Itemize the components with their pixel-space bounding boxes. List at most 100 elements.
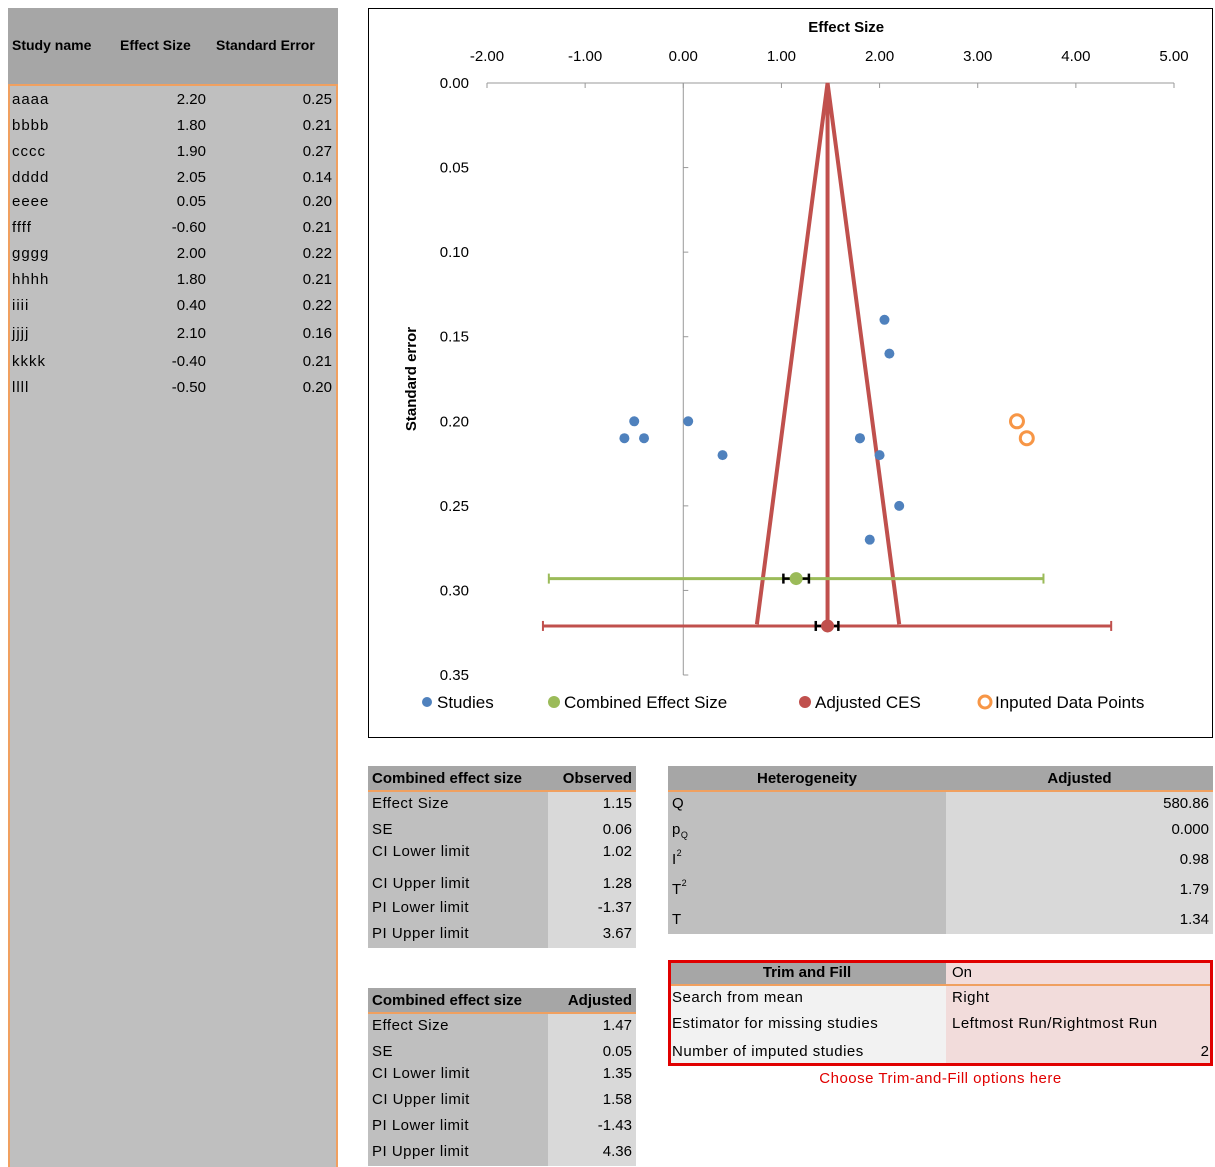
- column-header-effect-size[interactable]: Effect Size: [120, 37, 191, 53]
- legend-combined-effect-size-label: Combined Effect Size: [564, 693, 727, 712]
- adjusted-ces-point[interactable]: [821, 619, 835, 633]
- study-point[interactable]: [619, 433, 630, 444]
- study-effect-size[interactable]: 2.20: [176, 91, 206, 108]
- study-effect-size[interactable]: -0.60: [171, 219, 206, 236]
- table-row-label: CI Upper limit: [368, 1088, 548, 1114]
- study-name[interactable]: iiii: [12, 297, 30, 314]
- column-header-study-name[interactable]: Study name: [12, 37, 92, 53]
- imputed-point[interactable]: [1018, 430, 1035, 447]
- study-name[interactable]: kkkk: [12, 353, 46, 370]
- study-point[interactable]: [629, 416, 640, 427]
- y-tick-label: 0.00: [440, 75, 469, 92]
- study-point[interactable]: [879, 314, 890, 325]
- study-row[interactable]: kkkk -0.40 0.21: [10, 350, 336, 372]
- trim-and-fill-note: Choose Trim-and-Fill options here: [819, 1070, 1062, 1087]
- table-row-value[interactable]: Leftmost Run/Rightmost Run: [946, 1012, 1213, 1040]
- legend-combined-effect-size-marker: [548, 696, 560, 708]
- table-row-value[interactable]: Right: [946, 986, 1213, 1012]
- row-value-text: -1.43: [597, 1117, 632, 1134]
- table-row-value[interactable]: 2: [946, 1040, 1213, 1066]
- study-name[interactable]: dddd: [12, 169, 50, 186]
- study-standard-error[interactable]: 0.16: [302, 325, 332, 342]
- table-row-label: PI Upper limit: [368, 922, 548, 948]
- study-name[interactable]: bbbb: [12, 117, 50, 134]
- study-row[interactable]: iiii 0.40 0.22: [10, 294, 336, 316]
- study-standard-error[interactable]: 0.14: [302, 169, 332, 186]
- imputed-point[interactable]: [1008, 413, 1025, 430]
- combined-effect-point[interactable]: [789, 572, 803, 586]
- study-standard-error[interactable]: 0.21: [302, 219, 332, 236]
- table-header-value: Observed: [562, 770, 632, 787]
- study-standard-error[interactable]: 0.20: [302, 193, 332, 210]
- study-effect-size[interactable]: 0.40: [176, 297, 206, 314]
- study-point[interactable]: [683, 416, 694, 427]
- row-value-text: 2: [1200, 1043, 1209, 1060]
- study-row[interactable]: llll -0.50 0.20: [10, 376, 336, 398]
- x-tick-label: 3.00: [963, 48, 992, 65]
- study-point[interactable]: [854, 433, 865, 444]
- y-tick-label: 0.20: [440, 413, 469, 430]
- row-label-text: SE: [372, 1043, 394, 1060]
- study-row[interactable]: ffff -0.60 0.21: [10, 216, 336, 238]
- study-name[interactable]: aaaa: [12, 91, 50, 108]
- study-effect-size[interactable]: 1.80: [176, 117, 206, 134]
- study-standard-error[interactable]: 0.20: [302, 379, 332, 396]
- study-standard-error[interactable]: 0.25: [302, 91, 332, 108]
- study-point[interactable]: [874, 450, 885, 461]
- study-point[interactable]: [884, 348, 895, 359]
- study-effect-size[interactable]: 1.90: [176, 143, 206, 160]
- study-effect-size[interactable]: 2.00: [176, 245, 206, 262]
- row-label-superscript: 2: [676, 848, 683, 858]
- table-header-label: Trim and Fill: [762, 964, 852, 981]
- study-name[interactable]: llll: [12, 379, 30, 396]
- table-row-label: pQ: [668, 818, 946, 848]
- study-name[interactable]: eeee: [12, 193, 50, 210]
- study-row[interactable]: cccc 1.90 0.27: [10, 140, 336, 162]
- study-name[interactable]: ffff: [12, 219, 32, 236]
- study-name[interactable]: hhhh: [12, 271, 50, 288]
- table-row-value: 580.86: [946, 792, 1213, 818]
- row-label-text: Estimator for missing studies: [672, 1015, 879, 1032]
- column-header-standard-error[interactable]: Standard Error: [216, 37, 315, 53]
- study-effect-size[interactable]: 2.05: [176, 169, 206, 186]
- row-label-text: T: [672, 881, 682, 898]
- study-standard-error[interactable]: 0.21: [302, 353, 332, 370]
- y-tick-label: 0.30: [440, 582, 469, 599]
- study-effect-size[interactable]: 0.05: [176, 193, 206, 210]
- table-row-value: -1.37: [548, 896, 636, 922]
- study-row[interactable]: hhhh 1.80 0.21: [10, 268, 336, 290]
- study-point[interactable]: [639, 433, 650, 444]
- study-effect-size[interactable]: -0.50: [171, 379, 206, 396]
- funnel-plot: -2.00 -1.00 0.00 1.00 2.00 3.00 4.00 5.00 0.00 0.…: [368, 8, 1213, 738]
- legend-studies-marker: [422, 697, 432, 707]
- study-standard-error[interactable]: 0.22: [302, 297, 332, 314]
- study-row[interactable]: eeee 0.05 0.20: [10, 190, 336, 212]
- study-row[interactable]: gggg 2.00 0.22: [10, 242, 336, 264]
- y-axis-title: Standard error: [403, 327, 420, 431]
- study-effect-size[interactable]: 2.10: [176, 325, 206, 342]
- study-effect-size[interactable]: -0.40: [171, 353, 206, 370]
- study-effect-size[interactable]: 1.80: [176, 271, 206, 288]
- study-point[interactable]: [717, 450, 728, 461]
- table-row-value: 3.67: [548, 922, 636, 948]
- study-name[interactable]: gggg: [12, 245, 50, 262]
- study-point[interactable]: [864, 534, 875, 545]
- study-standard-error[interactable]: 0.21: [302, 271, 332, 288]
- study-row[interactable]: jjjj 2.10 0.16: [10, 322, 336, 344]
- trim-fill-toggle-cell[interactable]: [946, 960, 1213, 984]
- study-table-body: aaaa 2.20 0.25 bbbb 1.80 0.21 cccc 1.90 0.27 dddd…: [8, 84, 338, 1167]
- study-row[interactable]: bbbb 1.80 0.21: [10, 114, 336, 136]
- study-row[interactable]: aaaa 2.20 0.25: [10, 88, 336, 110]
- study-standard-error[interactable]: 0.21: [302, 117, 332, 134]
- study-standard-error[interactable]: 0.22: [302, 245, 332, 262]
- study-point[interactable]: [894, 500, 905, 511]
- table-header-value[interactable]: On: [952, 964, 973, 981]
- x-tick-label: 5.00: [1159, 48, 1188, 65]
- study-name[interactable]: jjjj: [12, 325, 30, 342]
- table-row-label: T2: [668, 878, 946, 908]
- table-row-value: 1.47: [548, 1014, 636, 1040]
- table-row-value: 1.35: [548, 1062, 636, 1088]
- study-row[interactable]: dddd 2.05 0.14: [10, 166, 336, 188]
- study-name[interactable]: cccc: [12, 143, 46, 160]
- study-standard-error[interactable]: 0.27: [302, 143, 332, 160]
